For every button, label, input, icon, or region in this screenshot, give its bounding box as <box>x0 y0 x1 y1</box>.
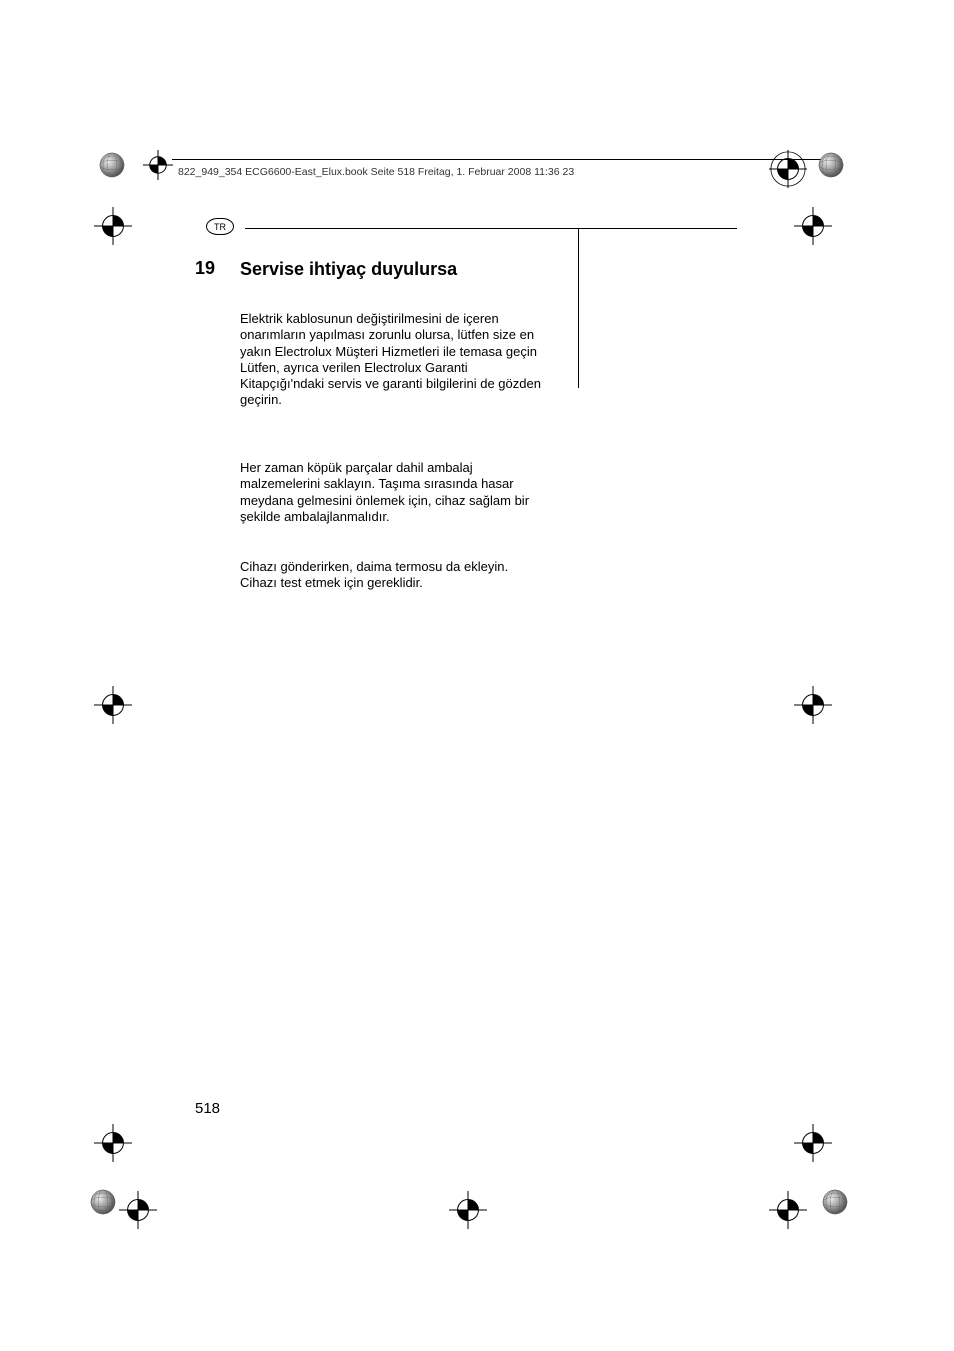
header-rule-line <box>172 159 842 160</box>
page-number: 518 <box>195 1100 220 1117</box>
paragraph-2: Her zaman köpük parçalar dahil ambalaj m… <box>240 460 545 525</box>
section-number: 19 <box>195 258 215 279</box>
language-badge-label: TR <box>214 222 226 232</box>
section-title: Servise ihtiyaç duyulursa <box>240 258 520 281</box>
paragraph-3: Cihazı gönderirken, daima termosu da ekl… <box>240 559 545 592</box>
paragraph-1: Elektrik kablosunun değiştirilmesini de … <box>240 311 545 409</box>
content-vertical-rule <box>578 228 579 388</box>
header-metadata-text: 822_949_354 ECG6600-East_Elux.book Seite… <box>178 166 574 178</box>
content-top-rule <box>245 228 737 229</box>
language-badge: TR <box>206 218 234 235</box>
page-container: 822_949_354 ECG6600-East_Elux.book Seite… <box>0 0 954 1351</box>
